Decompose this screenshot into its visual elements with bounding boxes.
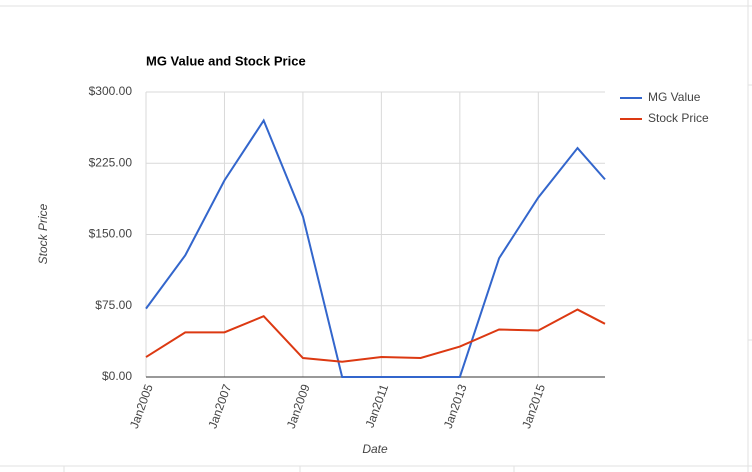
y-tick-label: $75.00 bbox=[95, 298, 132, 312]
legend-label: MG Value bbox=[648, 90, 701, 104]
y-tick-label: $225.00 bbox=[89, 155, 133, 169]
series-line bbox=[145, 118, 606, 378]
chart-title: MG Value and Stock Price bbox=[146, 53, 306, 68]
y-tick-label: $150.00 bbox=[89, 227, 133, 241]
x-axis-label: Date bbox=[362, 442, 388, 456]
y-tick-label: $300.00 bbox=[89, 84, 133, 98]
y-tick-label: $0.00 bbox=[102, 369, 132, 383]
legend-label: Stock Price bbox=[648, 111, 709, 125]
series-line bbox=[145, 308, 606, 363]
y-axis-label: Stock Price bbox=[36, 203, 50, 264]
